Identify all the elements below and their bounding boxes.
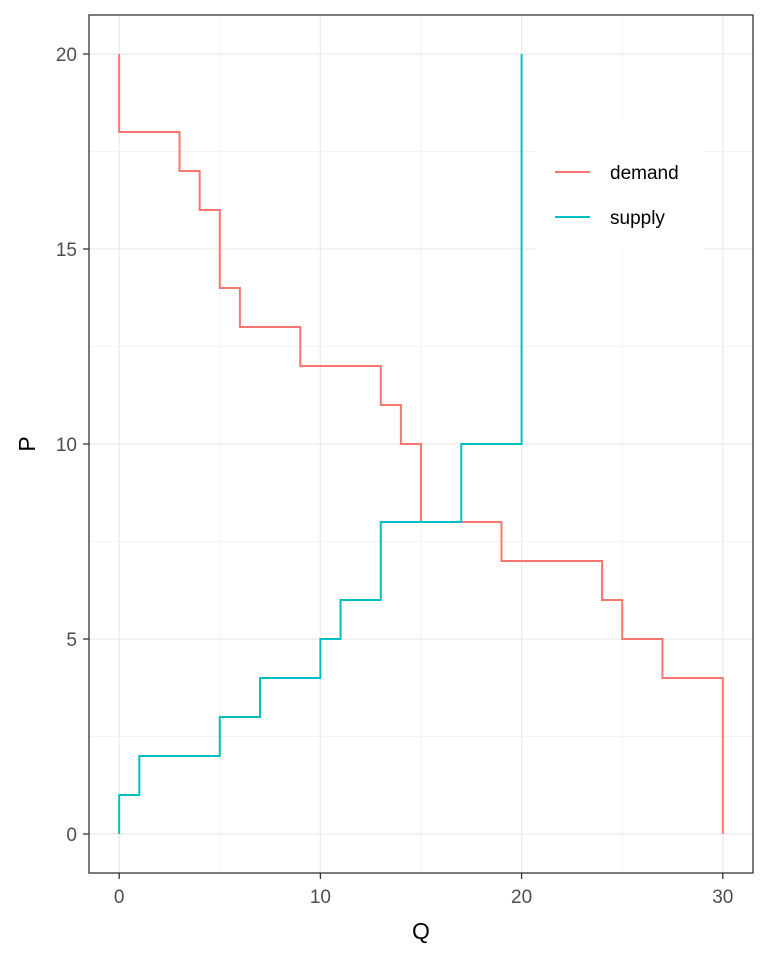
legend: demand supply: [536, 119, 704, 251]
y-tick-label: 5: [66, 630, 77, 651]
y-tick-label: 0: [66, 825, 77, 846]
series-demand-line: [118, 54, 724, 834]
y-axis: 0 5 10 15 20: [56, 45, 89, 846]
y-tick-label: 10: [56, 435, 77, 456]
y-tick-label: 15: [56, 240, 77, 261]
y-axis-title: P: [14, 436, 40, 451]
y-tick-label: 20: [56, 45, 77, 66]
x-tick-label: 30: [712, 887, 733, 908]
x-axis-title: Q: [412, 918, 430, 944]
x-tick-label: 0: [114, 887, 125, 908]
x-tick-label: 20: [511, 887, 532, 908]
x-tick-label: 10: [310, 887, 331, 908]
legend-label-supply: supply: [610, 208, 665, 229]
legend-label-demand: demand: [610, 163, 679, 184]
legend-background: [536, 119, 704, 251]
x-axis: 0 10 20 30: [114, 873, 733, 908]
series-layer: [118, 54, 724, 834]
series-supply-line: [118, 54, 523, 834]
